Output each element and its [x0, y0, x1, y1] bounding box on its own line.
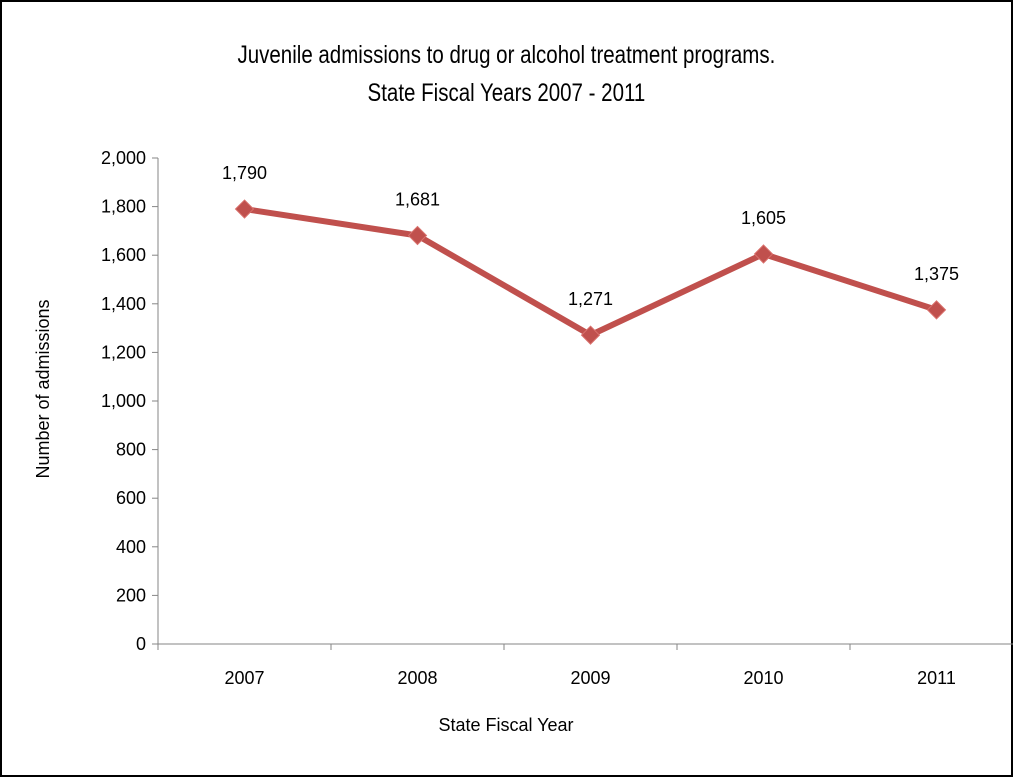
y-tick-label: 1,400: [101, 294, 146, 314]
chart-title: Juvenile admissions to drug or alcohol t…: [237, 41, 776, 69]
y-tick-label: 2,000: [101, 148, 146, 168]
y-axis-title: Number of admissions: [33, 299, 53, 478]
data-point-marker: [234, 199, 255, 219]
series-line: [241, 206, 940, 339]
x-tick-label: 2011: [917, 668, 956, 688]
x-tick-label: 2008: [397, 668, 437, 688]
data-point-marker: [926, 300, 947, 320]
x-axis-title: State Fiscal Year: [438, 715, 573, 735]
x-tick-label: 2010: [743, 668, 783, 688]
y-tick-label: 0: [136, 634, 146, 654]
chart-subtitle: State Fiscal Years 2007 - 2011: [367, 79, 646, 107]
y-tick-label: 1,000: [101, 391, 146, 411]
data-point-marker: [753, 244, 774, 264]
y-tick-label: 1,800: [101, 197, 146, 217]
data-label: 1,271: [568, 289, 613, 309]
y-tick-label: 1,200: [101, 342, 146, 362]
chart-title-block: Juvenile admissions to drug or alcohol t…: [91, 36, 922, 112]
x-tick-label: 2007: [224, 668, 264, 688]
data-point-marker: [407, 225, 428, 246]
data-label: 1,375: [914, 264, 959, 284]
y-tick-label: 600: [116, 488, 146, 508]
y-tick-label: 200: [116, 585, 146, 605]
x-tick-label: 2009: [570, 668, 610, 688]
data-point-marker: [580, 325, 601, 345]
data-label: 1,681: [395, 190, 440, 210]
y-tick-label: 1,600: [101, 245, 146, 265]
data-label: 1,790: [222, 163, 267, 183]
y-tick-label: 400: [116, 537, 146, 557]
data-label: 1,605: [741, 208, 786, 228]
y-tick-label: 800: [116, 440, 146, 460]
